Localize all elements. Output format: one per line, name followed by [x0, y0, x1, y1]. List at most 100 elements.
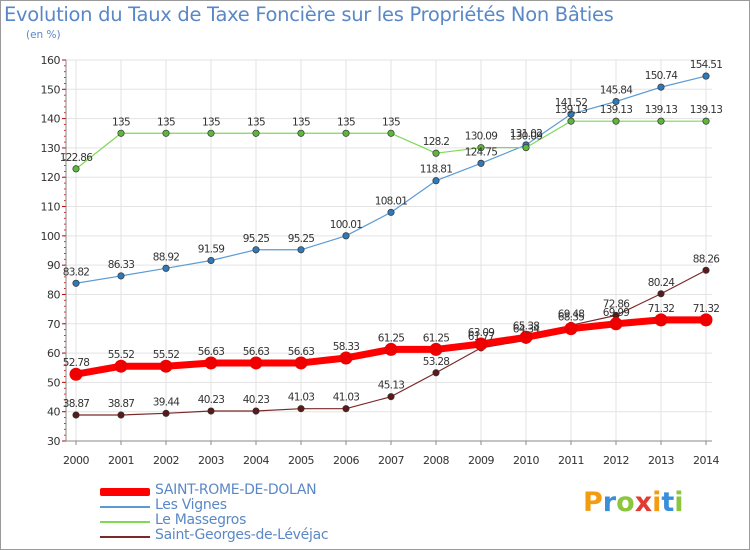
x-tick-label: 2005 — [288, 454, 314, 467]
data-point — [207, 129, 215, 137]
logo-letter: i — [674, 487, 684, 518]
data-label: 53.28 — [423, 356, 450, 368]
data-point — [207, 407, 215, 415]
data-label: 154.51 — [690, 59, 723, 71]
data-label: 145.84 — [600, 84, 634, 96]
data-label: 130.09 — [465, 131, 498, 143]
y-tick-label: 150 — [41, 83, 61, 96]
data-label: 124.75 — [465, 146, 498, 158]
data-point — [204, 356, 218, 370]
data-label: 38.87 — [63, 398, 90, 410]
data-point — [117, 272, 125, 280]
data-point — [612, 97, 620, 106]
data-point — [162, 409, 170, 417]
data-point — [477, 144, 485, 152]
data-point — [702, 72, 710, 80]
data-label: 135 — [202, 116, 220, 128]
data-label: 45.13 — [378, 380, 405, 392]
x-tick-label: 2014 — [693, 454, 719, 467]
data-label: 61.25 — [423, 332, 450, 344]
data-point — [657, 117, 665, 125]
legend-item-les-vignes: Les Vignes — [100, 497, 400, 515]
data-point — [702, 117, 710, 125]
data-point — [612, 117, 620, 125]
data-point — [69, 367, 83, 381]
data-point — [72, 165, 80, 173]
data-label: 56.63 — [243, 346, 270, 358]
data-point — [474, 337, 488, 351]
x-tick-label: 2008 — [423, 454, 449, 467]
data-point — [657, 83, 665, 91]
data-label: 52.78 — [63, 357, 90, 369]
data-point — [339, 351, 353, 365]
data-point — [432, 149, 440, 157]
data-label: 130.09 — [510, 131, 543, 143]
data-label: 40.23 — [243, 394, 270, 406]
data-point — [564, 322, 578, 336]
data-label: 108.01 — [375, 195, 408, 207]
data-label: 68.35 — [558, 312, 585, 324]
x-tick-label: 2013 — [648, 454, 674, 467]
data-label: 41.03 — [333, 392, 360, 404]
data-point — [522, 144, 530, 152]
data-label: 135 — [382, 116, 400, 128]
y-tick-label: 80 — [47, 288, 60, 301]
data-label: 150.74 — [645, 70, 679, 82]
legend-label: Saint-Georges-de-Lévéjac — [155, 527, 329, 543]
logo-letter: o — [616, 487, 635, 518]
data-point — [117, 411, 125, 419]
data-label: 63.09 — [468, 327, 495, 339]
data-point — [249, 356, 263, 370]
data-label: 139.13 — [600, 104, 633, 116]
data-label: 100.01 — [330, 219, 363, 231]
data-point — [387, 208, 395, 216]
data-label: 58.33 — [333, 341, 360, 353]
y-tick-label: 120 — [41, 171, 61, 184]
logo-letter: P — [583, 487, 603, 518]
data-label: 69.99 — [603, 307, 630, 319]
data-label: 86.33 — [108, 259, 135, 271]
data-label: 135 — [157, 116, 175, 128]
data-label: 128.2 — [423, 136, 450, 148]
data-point — [657, 290, 665, 298]
data-point — [699, 313, 713, 327]
data-label: 56.63 — [288, 346, 315, 358]
data-label: 71.32 — [693, 303, 720, 315]
data-point — [114, 359, 128, 373]
data-label: 80.24 — [648, 277, 676, 289]
y-tick-label: 130 — [41, 142, 61, 155]
x-tick-label: 2002 — [153, 454, 179, 467]
data-label: 72.86 — [603, 298, 631, 310]
y-tick-label: 50 — [47, 376, 60, 389]
data-label: 61.77 — [468, 331, 495, 343]
data-label: 95.25 — [243, 233, 270, 245]
data-point — [567, 110, 575, 118]
x-tick-label: 2003 — [198, 454, 224, 467]
y-tick-label: 70 — [47, 318, 60, 331]
y-tick-label: 90 — [47, 259, 60, 272]
legend-swatch — [100, 536, 150, 538]
legend-swatch — [100, 488, 150, 496]
data-label: 64.34 — [513, 323, 541, 335]
data-label: 55.52 — [108, 349, 135, 361]
data-label: 139.13 — [555, 104, 588, 116]
data-point — [342, 129, 350, 137]
legend-item-le-massegros: Le Massegros — [100, 512, 400, 530]
data-point — [294, 356, 308, 370]
data-label: 41.03 — [288, 392, 315, 404]
data-point — [297, 405, 305, 413]
y-tick-label: 40 — [47, 406, 60, 419]
data-label: 135 — [247, 116, 265, 128]
x-tick-label: 2010 — [513, 454, 539, 467]
proxiti-logo: Proxiti — [583, 487, 684, 518]
plot-area — [66, 60, 712, 441]
data-label: 139.13 — [645, 104, 678, 116]
data-label: 61.25 — [378, 332, 405, 344]
legend-swatch — [100, 506, 150, 508]
data-label: 135 — [112, 116, 130, 128]
data-point — [252, 129, 260, 137]
data-label: 91.59 — [198, 243, 225, 255]
y-tick-label: 110 — [41, 201, 61, 214]
data-point — [342, 405, 350, 413]
